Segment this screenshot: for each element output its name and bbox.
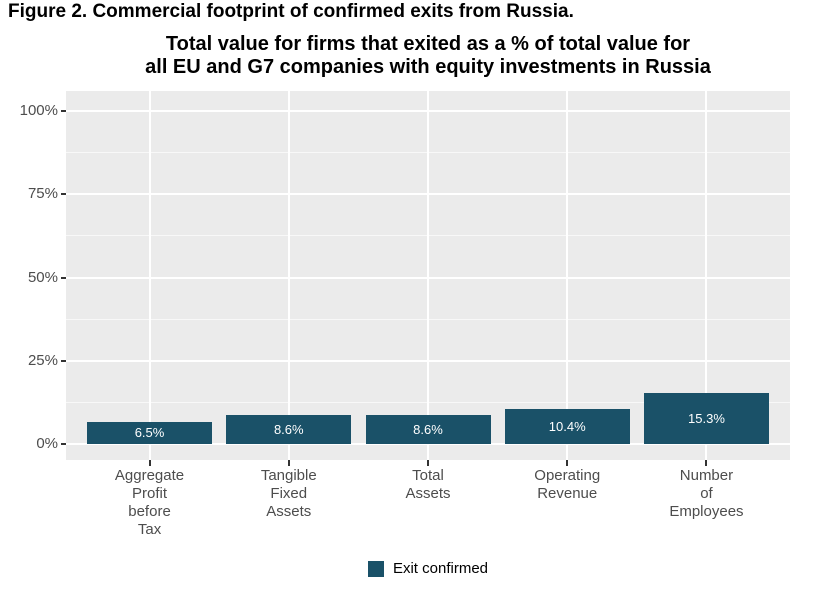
y-axis-label: 50% xyxy=(27,268,58,286)
x-axis-tick xyxy=(427,460,429,466)
bar-value-label: 15.3% xyxy=(688,410,725,426)
bar-value-label: 8.6% xyxy=(273,421,304,437)
x-axis-tick xyxy=(705,460,708,466)
gridline-vertical xyxy=(427,91,429,460)
bar xyxy=(87,422,213,444)
chart-title: Total value for firms that exited as a %… xyxy=(145,33,711,78)
x-axis-category-label: Tangible Fixed Assets xyxy=(260,467,317,520)
gridline-vertical xyxy=(705,91,708,460)
x-axis-category-label: Aggregate Profit before Tax xyxy=(114,467,185,538)
y-axis-label: 0% xyxy=(36,435,58,452)
bar xyxy=(643,393,769,444)
bar-value-label: 6.5% xyxy=(134,425,165,441)
x-axis-tick xyxy=(566,460,569,466)
legend: Exit confirmed xyxy=(66,560,790,577)
y-axis-tick xyxy=(61,110,66,112)
x-axis-category-label: Operating Revenue xyxy=(534,467,601,502)
gridline-vertical xyxy=(287,91,290,460)
x-axis-category-label: Total Assets xyxy=(405,467,451,502)
gridline-vertical xyxy=(566,91,569,460)
y-axis-label: 100% xyxy=(19,102,58,119)
x-axis-tick xyxy=(148,460,151,466)
bar xyxy=(226,415,352,444)
bar xyxy=(365,415,491,444)
y-axis-tick xyxy=(61,193,66,196)
y-axis-tick xyxy=(61,359,66,362)
bar xyxy=(504,409,630,444)
y-axis-label: 75% xyxy=(27,185,58,203)
legend-label: Exit confirmed xyxy=(392,560,489,577)
y-axis-tick xyxy=(61,443,66,445)
y-axis-tick xyxy=(61,276,66,279)
legend-swatch xyxy=(367,560,384,577)
x-axis-category-label: Number of Employees xyxy=(669,467,744,520)
plot-panel: 6.5% 8.6% 8.6% 10.4% 15.3% xyxy=(66,91,790,460)
bar-value-label: 8.6% xyxy=(413,421,443,437)
figure-caption: Figure 2. Commercial footprint of confir… xyxy=(8,1,574,22)
gridline-vertical xyxy=(148,91,151,460)
y-axis-label: 25% xyxy=(27,351,58,369)
bar-value-label: 10.4% xyxy=(548,418,586,434)
x-axis-tick xyxy=(287,460,290,466)
